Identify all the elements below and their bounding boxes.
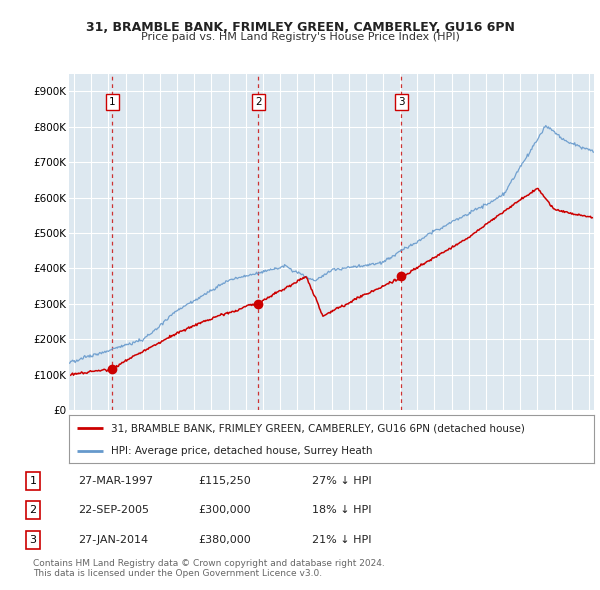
Text: 27% ↓ HPI: 27% ↓ HPI — [312, 476, 371, 486]
Text: Contains HM Land Registry data © Crown copyright and database right 2024.: Contains HM Land Registry data © Crown c… — [33, 559, 385, 568]
Text: 2: 2 — [255, 97, 262, 107]
Text: £300,000: £300,000 — [198, 506, 251, 515]
Text: 1: 1 — [109, 97, 116, 107]
Text: 2: 2 — [29, 506, 37, 515]
Text: 31, BRAMBLE BANK, FRIMLEY GREEN, CAMBERLEY, GU16 6PN (detached house): 31, BRAMBLE BANK, FRIMLEY GREEN, CAMBERL… — [111, 423, 525, 433]
Text: HPI: Average price, detached house, Surrey Heath: HPI: Average price, detached house, Surr… — [111, 446, 373, 456]
Text: £115,250: £115,250 — [198, 476, 251, 486]
Text: 3: 3 — [29, 535, 37, 545]
Text: 3: 3 — [398, 97, 404, 107]
Text: 21% ↓ HPI: 21% ↓ HPI — [312, 535, 371, 545]
Text: 1: 1 — [29, 476, 37, 486]
Text: This data is licensed under the Open Government Licence v3.0.: This data is licensed under the Open Gov… — [33, 569, 322, 578]
Text: 22-SEP-2005: 22-SEP-2005 — [78, 506, 149, 515]
Text: 27-JAN-2014: 27-JAN-2014 — [78, 535, 148, 545]
Text: 31, BRAMBLE BANK, FRIMLEY GREEN, CAMBERLEY, GU16 6PN: 31, BRAMBLE BANK, FRIMLEY GREEN, CAMBERL… — [86, 21, 514, 34]
Text: 27-MAR-1997: 27-MAR-1997 — [78, 476, 153, 486]
Text: £380,000: £380,000 — [198, 535, 251, 545]
Text: Price paid vs. HM Land Registry's House Price Index (HPI): Price paid vs. HM Land Registry's House … — [140, 32, 460, 42]
Text: 18% ↓ HPI: 18% ↓ HPI — [312, 506, 371, 515]
